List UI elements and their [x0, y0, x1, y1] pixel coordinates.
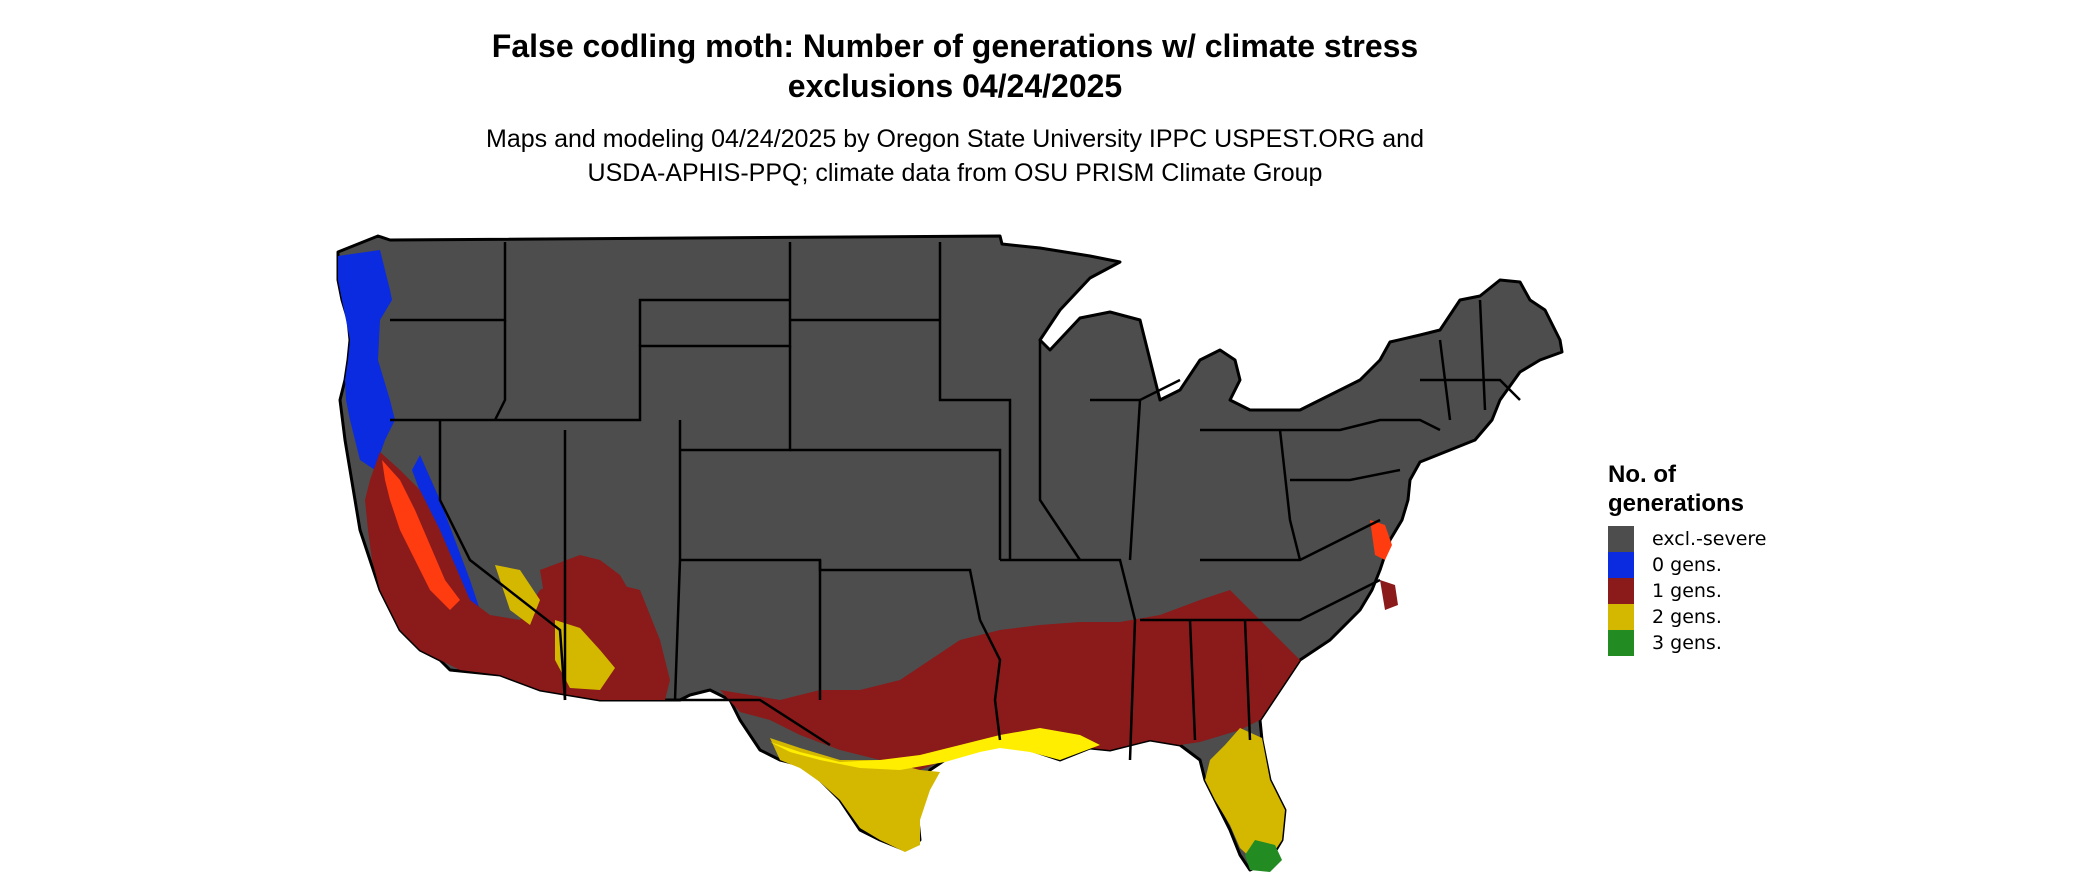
legend-label: 2 gens. [1652, 606, 1722, 628]
legend-label: 0 gens. [1652, 554, 1722, 576]
zone-3-gens-florida [1245, 840, 1282, 872]
zone-1-gens-arizona [540, 555, 670, 700]
map-title-line1: False codling moth: Number of generation… [491, 28, 1419, 64]
map-subtitle-line2: USDA-APHIS-PPQ; climate data from OSU PR… [587, 159, 1323, 187]
legend-label: 1 gens. [1652, 580, 1722, 602]
legend-title-line1: No. of [1608, 461, 1676, 488]
legend-label: excl.-severe [1652, 528, 1767, 550]
map-title-line2: exclusions 04/24/2025 [787, 68, 1123, 104]
state-boundaries [390, 242, 1521, 761]
zone-2-gens-florida [1205, 728, 1285, 862]
legend-swatch [1608, 552, 1634, 578]
legend-swatch [1608, 604, 1634, 630]
zone-1-gens-california-highlight [382, 460, 460, 610]
zone-2-gens-gulf-coast [770, 728, 1100, 770]
zone-2-gens-mojave [495, 565, 540, 625]
legend-swatch [1608, 578, 1634, 604]
zone-0-gens-sierra [412, 455, 480, 612]
map-subtitle-line1: Maps and modeling 04/24/2025 by Oregon S… [486, 125, 1424, 153]
zone-1-gens-delmarva [1370, 520, 1392, 560]
legend-swatch [1608, 630, 1634, 656]
legend-title-line2: generations [1608, 490, 1745, 517]
zone-2-gens-imperial [555, 620, 615, 690]
zone-0-gens-pacific [338, 250, 395, 480]
zone-1-gens-outer-banks [1380, 580, 1398, 610]
legend-label: 3 gens. [1652, 632, 1722, 654]
zone-1-gens-southeast [720, 590, 1300, 770]
legend-swatch [1608, 526, 1634, 552]
